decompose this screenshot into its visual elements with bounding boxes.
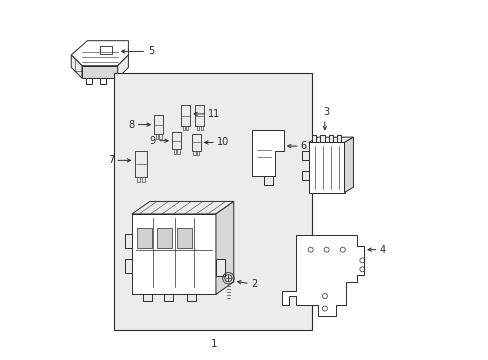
Bar	[197, 126, 199, 130]
Bar	[154, 115, 163, 134]
Polygon shape	[132, 202, 233, 214]
Bar	[176, 228, 191, 248]
Bar	[137, 177, 140, 181]
Text: 5: 5	[148, 46, 154, 57]
Polygon shape	[132, 214, 216, 294]
Polygon shape	[336, 135, 341, 143]
Polygon shape	[282, 235, 364, 316]
Bar	[200, 126, 203, 130]
Text: 6: 6	[300, 141, 306, 151]
Polygon shape	[264, 176, 272, 185]
Polygon shape	[320, 135, 324, 143]
Polygon shape	[302, 171, 308, 180]
Polygon shape	[142, 294, 151, 301]
Bar	[173, 149, 176, 154]
Polygon shape	[302, 152, 308, 160]
Polygon shape	[344, 137, 353, 193]
Text: 7: 7	[108, 156, 114, 165]
Polygon shape	[124, 258, 132, 273]
Polygon shape	[100, 78, 106, 84]
Bar	[177, 149, 179, 154]
Text: 1: 1	[210, 339, 217, 349]
Bar	[114, 73, 312, 330]
Bar	[181, 105, 190, 126]
Bar	[186, 126, 188, 130]
Bar	[142, 177, 144, 181]
Bar	[191, 134, 201, 151]
Polygon shape	[251, 130, 283, 176]
Bar	[195, 105, 204, 126]
Polygon shape	[118, 55, 128, 78]
Polygon shape	[82, 66, 118, 78]
Bar	[100, 46, 112, 54]
Polygon shape	[71, 41, 128, 66]
Polygon shape	[311, 135, 316, 143]
Text: 3: 3	[323, 107, 329, 117]
Polygon shape	[85, 78, 92, 84]
Text: 4: 4	[379, 245, 385, 255]
Bar	[134, 150, 147, 177]
Polygon shape	[328, 135, 332, 143]
Polygon shape	[308, 137, 353, 143]
Polygon shape	[187, 294, 196, 301]
Polygon shape	[124, 234, 132, 248]
Bar	[193, 151, 195, 156]
Text: 8: 8	[128, 120, 134, 130]
Polygon shape	[216, 258, 224, 276]
Bar	[172, 132, 181, 149]
Bar	[197, 151, 199, 156]
Text: 2: 2	[251, 279, 257, 289]
Bar	[157, 228, 172, 248]
Polygon shape	[216, 202, 233, 294]
Bar	[183, 126, 184, 130]
Polygon shape	[308, 143, 344, 193]
Bar	[156, 134, 158, 139]
Polygon shape	[164, 294, 173, 301]
Bar	[159, 134, 162, 139]
Text: 9: 9	[149, 136, 156, 146]
Text: 10: 10	[217, 138, 229, 148]
Polygon shape	[71, 55, 82, 78]
Bar	[137, 228, 152, 248]
Text: 11: 11	[207, 109, 220, 119]
